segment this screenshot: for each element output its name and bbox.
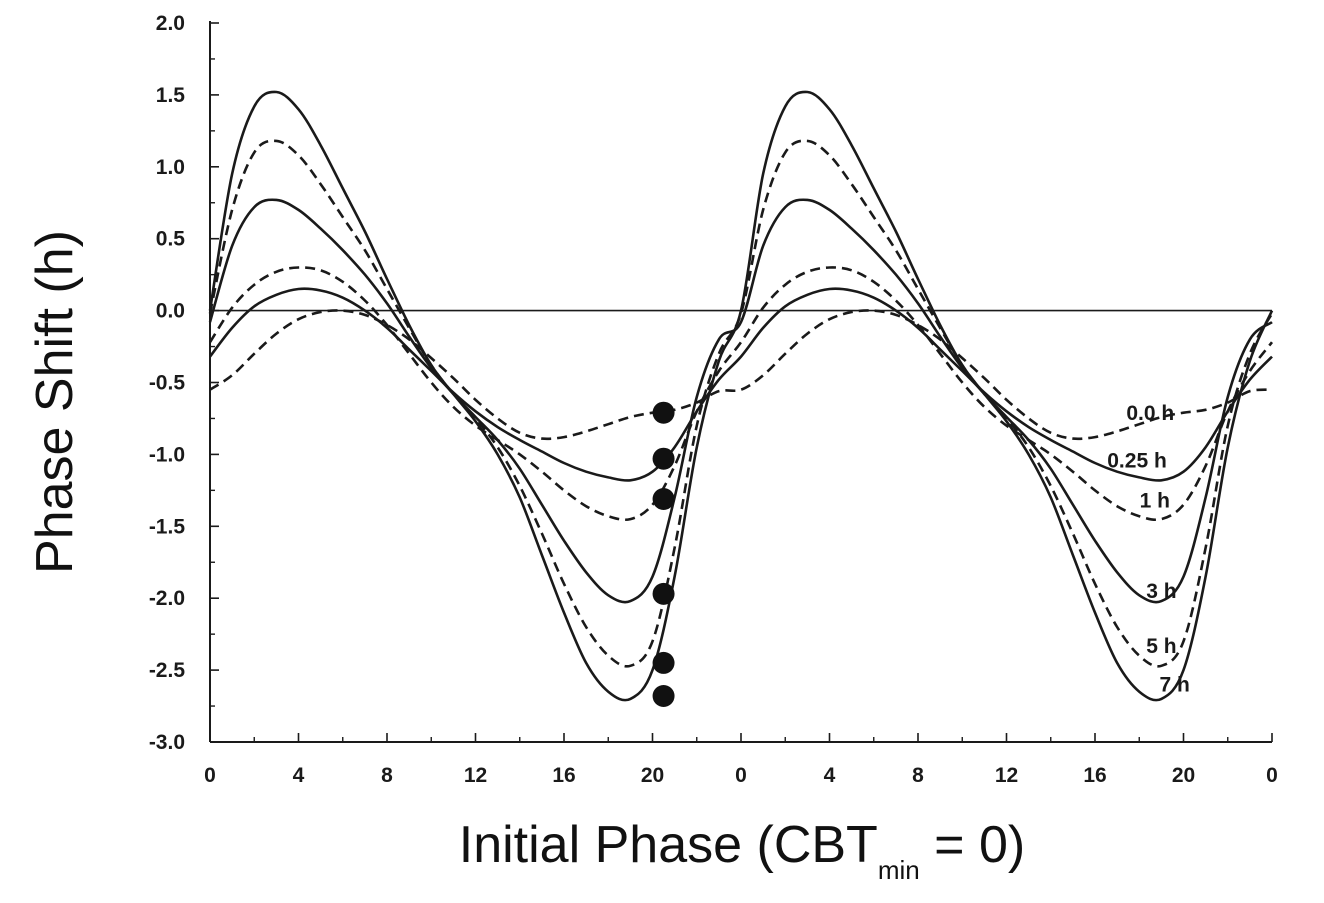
x-tick-label: 20 xyxy=(641,764,664,787)
curve-3-h xyxy=(208,198,1273,604)
x-axis-title-tail: = 0) xyxy=(920,816,1026,874)
x-tick-label: 8 xyxy=(381,764,393,787)
x-tick-label: 16 xyxy=(1083,764,1106,787)
y-tick-label: 1.0 xyxy=(156,156,185,179)
y-axis-ticks: 2.0 1.5 1.0 0.5 0.0 -0.5 -1.0 -1.5 -2.0 -2.5 -3.0 xyxy=(149,12,219,754)
marker-dot xyxy=(652,447,675,470)
x-tick-label: 4 xyxy=(824,764,836,787)
x-tick-label: 16 xyxy=(552,764,575,787)
x-axis-title-main: Initial Phase (CBT xyxy=(459,816,878,874)
curve-label: 0.25 h xyxy=(1107,449,1167,472)
curve-0-25-h xyxy=(208,287,1273,482)
curve-label: 1 h xyxy=(1140,490,1170,513)
marker-dot xyxy=(652,401,675,424)
y-tick-label: -1.0 xyxy=(149,443,185,466)
y-tick-label: -0.5 xyxy=(149,372,186,395)
curve-7-h xyxy=(208,90,1274,702)
x-tick-label: 4 xyxy=(293,764,305,787)
curve-label: 7 h xyxy=(1159,674,1189,697)
y-tick-label: -2.5 xyxy=(149,659,186,682)
x-axis-title: Initial Phase (CBTmin = 0) xyxy=(459,816,1025,885)
curve-label: 0.0 h xyxy=(1126,402,1174,425)
x-tick-label: 0 xyxy=(1266,764,1278,787)
curve-label: 5 h xyxy=(1146,635,1176,658)
y-tick-label: -3.0 xyxy=(149,731,185,754)
marker-dot xyxy=(652,684,675,707)
curve-label: 3 h xyxy=(1146,580,1176,603)
y-tick-label: 1.5 xyxy=(156,84,186,107)
marker-dot xyxy=(652,582,675,605)
y-tick-label: 0.0 xyxy=(156,300,185,323)
y-tick-label: -1.5 xyxy=(149,515,186,538)
marker-dot xyxy=(652,651,675,674)
x-tick-label: 12 xyxy=(995,764,1018,787)
marker-dot xyxy=(652,487,675,510)
x-tick-label: 12 xyxy=(464,764,487,787)
markers xyxy=(652,401,675,707)
curve-labels: 0.0 h 0.25 h 1 h 3 h 5 h 7 h xyxy=(1107,402,1190,697)
x-axis-ticks: 0 4 8 12 16 20 0 4 8 12 16 20 0 xyxy=(204,733,1278,787)
axes xyxy=(209,21,1272,743)
y-axis-title: Phase Shift (h) xyxy=(26,230,84,574)
curve-5-h xyxy=(208,139,1274,668)
x-tick-label: 0 xyxy=(735,764,747,787)
curves xyxy=(208,90,1274,702)
x-tick-label: 20 xyxy=(1172,764,1195,787)
curve-0-0-h xyxy=(209,309,1273,441)
x-tick-label: 8 xyxy=(912,764,924,787)
y-tick-label: -2.0 xyxy=(149,587,185,610)
x-axis-title-subscript: min xyxy=(878,855,920,885)
y-tick-label: 2.0 xyxy=(156,12,185,35)
y-tick-label: 0.5 xyxy=(156,228,186,251)
curve-1-h xyxy=(208,266,1274,522)
x-tick-label: 0 xyxy=(204,764,216,787)
